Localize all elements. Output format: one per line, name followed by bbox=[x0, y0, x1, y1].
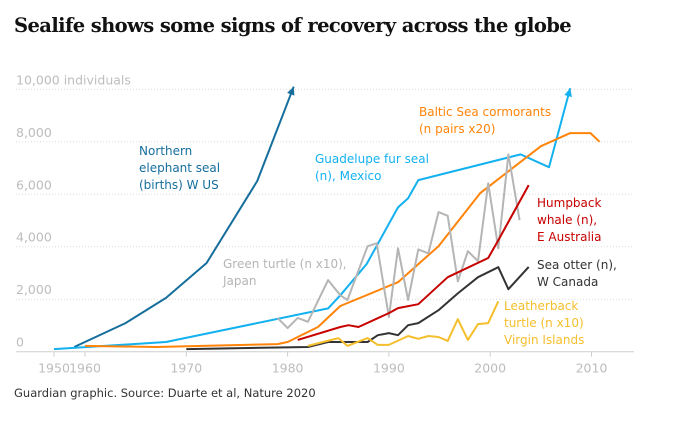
label-line: turtle (n x10) bbox=[504, 316, 584, 330]
label-elephant-seal: Northern elephant seal (births) W US bbox=[139, 143, 220, 194]
x-tick-label: 2000 bbox=[474, 361, 506, 376]
y-tick-label: 4,000 bbox=[16, 230, 52, 245]
series-line-0 bbox=[73, 86, 295, 348]
label-humpback: Humpback whale (n), E Australia bbox=[537, 195, 601, 246]
label-green-turtle: Green turtle (n x10), Japan bbox=[223, 256, 347, 290]
x-tick-label: 1970 bbox=[170, 361, 202, 376]
series-line-2 bbox=[84, 132, 601, 348]
label-line: (n pairs x20) bbox=[419, 122, 496, 136]
label-line: Sea otter (n), bbox=[537, 258, 617, 272]
series-line-4 bbox=[297, 184, 530, 341]
x-tick-label: 2010 bbox=[576, 361, 608, 376]
label-line: elephant seal bbox=[139, 161, 221, 175]
label-line: Northern bbox=[139, 144, 193, 158]
label-cormorants: Baltic Sea cormorants (n pairs x20) bbox=[419, 104, 551, 138]
label-leatherback: Leatherback turtle (n x10) Virgin Island… bbox=[504, 298, 584, 349]
label-line: Baltic Sea cormorants bbox=[419, 105, 552, 119]
label-line: Green turtle (n x10), bbox=[223, 257, 347, 271]
x-tick-label: 1960 bbox=[69, 361, 101, 376]
label-fur-seal: Guadelupe fur seal (n), Mexico bbox=[315, 151, 429, 185]
label-line: whale (n), bbox=[537, 213, 598, 227]
series-line-5 bbox=[186, 266, 530, 351]
source-note: Guardian graphic. Source: Duarte et al, … bbox=[14, 386, 316, 400]
label-line: E Australia bbox=[537, 230, 602, 244]
label-line: Virgin Islands bbox=[504, 333, 585, 347]
label-line: W Canada bbox=[537, 275, 599, 289]
arrowhead-icon bbox=[287, 86, 295, 96]
y-tick-label: 6,000 bbox=[16, 177, 52, 192]
y-tick-label: 0 bbox=[16, 335, 24, 350]
label-line: (n), Mexico bbox=[315, 169, 382, 183]
label-line: Guadelupe fur seal bbox=[315, 152, 429, 166]
x-tick-label: 1990 bbox=[373, 361, 405, 376]
label-line: Japan bbox=[223, 274, 257, 288]
label-line: (births) W US bbox=[139, 178, 219, 192]
y-tick-label: 2,000 bbox=[16, 282, 52, 297]
label-line: Leatherback bbox=[504, 299, 579, 313]
series-line-6 bbox=[307, 300, 500, 347]
series-line-3 bbox=[276, 153, 521, 330]
y-tick-label: 8,000 bbox=[16, 125, 52, 140]
x-tick-label: 1980 bbox=[272, 361, 304, 376]
x-tick-label: 1950 bbox=[38, 361, 70, 376]
series-line-1 bbox=[53, 88, 572, 351]
chart-title: Sealife shows some signs of recovery acr… bbox=[14, 14, 572, 37]
label-line: Humpback bbox=[537, 196, 602, 210]
label-sea-otter: Sea otter (n), W Canada bbox=[537, 257, 617, 291]
arrowhead-icon bbox=[564, 88, 572, 98]
y-tick-label: 10,000 individuals bbox=[16, 72, 131, 87]
